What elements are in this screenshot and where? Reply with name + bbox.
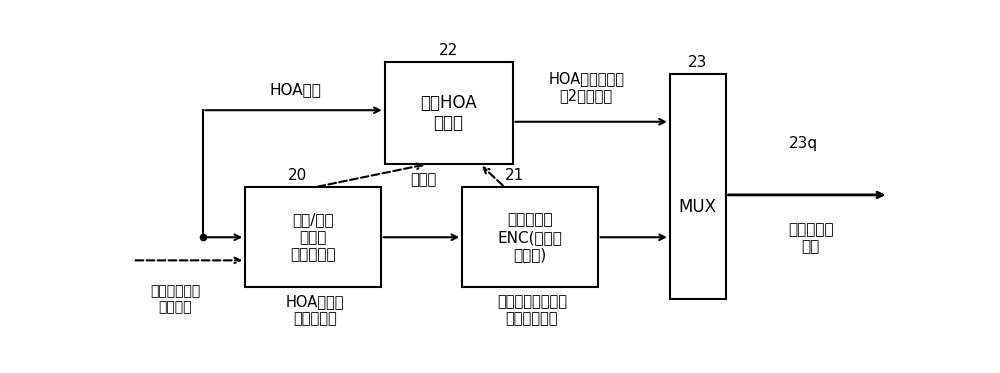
Text: 23q: 23q: [789, 136, 818, 151]
Text: 20: 20: [288, 168, 307, 183]
Text: 条件HOA
编码器: 条件HOA 编码器: [420, 94, 477, 132]
Text: HOA编解码器的
第2层比特流: HOA编解码器的 第2层比特流: [548, 71, 624, 103]
Text: 21: 21: [505, 168, 524, 183]
Text: 分层比特流
输出: 分层比特流 输出: [788, 222, 834, 254]
Text: 环绕立体声
ENC(可向后
兼容的): 环绕立体声 ENC(可向后 兼容的): [498, 212, 562, 262]
Text: HOA内容的
环绕声混合: HOA内容的 环绕声混合: [286, 294, 344, 327]
Text: MUX: MUX: [679, 198, 717, 216]
Bar: [245, 187, 381, 287]
Text: 可选的：原始
声音对象: 可选的：原始 声音对象: [150, 284, 200, 314]
Bar: [462, 187, 598, 287]
Text: HOA内容: HOA内容: [270, 82, 321, 98]
Text: 环绕声编解码器的
嵌入式比特流: 环绕声编解码器的 嵌入式比特流: [497, 294, 567, 327]
Text: 22: 22: [439, 43, 458, 58]
Bar: [670, 74, 726, 299]
Text: 23: 23: [688, 55, 707, 70]
Text: 渲染/艺术
混合成
环绕立体声: 渲染/艺术 混合成 环绕立体声: [290, 212, 336, 262]
Bar: [385, 62, 512, 164]
Text: 边信息: 边信息: [410, 172, 436, 187]
